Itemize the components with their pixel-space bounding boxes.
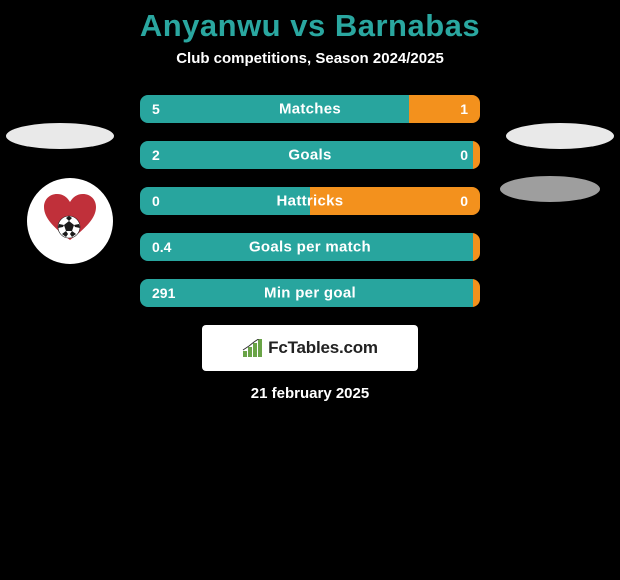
stat-label: Min per goal (140, 285, 480, 302)
stat-label: Matches (140, 101, 480, 118)
heart-icon (44, 194, 96, 240)
club-avatar (27, 178, 113, 264)
stat-row: 0.4Goals per match (140, 233, 480, 261)
stat-label: Hattricks (140, 193, 480, 210)
date-text: 21 february 2025 (0, 385, 620, 402)
stat-row: 291Min per goal (140, 279, 480, 307)
branding-badge: FcTables.com (202, 325, 418, 371)
subtitle: Club competitions, Season 2024/2025 (0, 50, 620, 67)
vs-text: vs (290, 8, 325, 43)
stat-label: Goals (140, 147, 480, 164)
stat-row: 51Matches (140, 95, 480, 123)
branding-text: FcTables.com (268, 338, 378, 358)
stats-table: 51Matches 20Goals 00Hattricks 0.4Goals per … (140, 95, 480, 307)
avatar-placeholder-right-1 (506, 123, 614, 149)
player2-name: Barnabas (335, 8, 480, 43)
page-title: Anyanwu vs Barnabas (0, 8, 620, 44)
stat-row: 20Goals (140, 141, 480, 169)
avatar-placeholder-left (6, 123, 114, 149)
content: Anyanwu vs Barnabas Club competitions, S… (0, 0, 620, 580)
stat-row: 00Hattricks (140, 187, 480, 215)
bars-icon (242, 339, 264, 357)
avatar-placeholder-right-2 (500, 176, 600, 202)
stat-label: Goals per match (140, 239, 480, 256)
player1-name: Anyanwu (140, 8, 281, 43)
